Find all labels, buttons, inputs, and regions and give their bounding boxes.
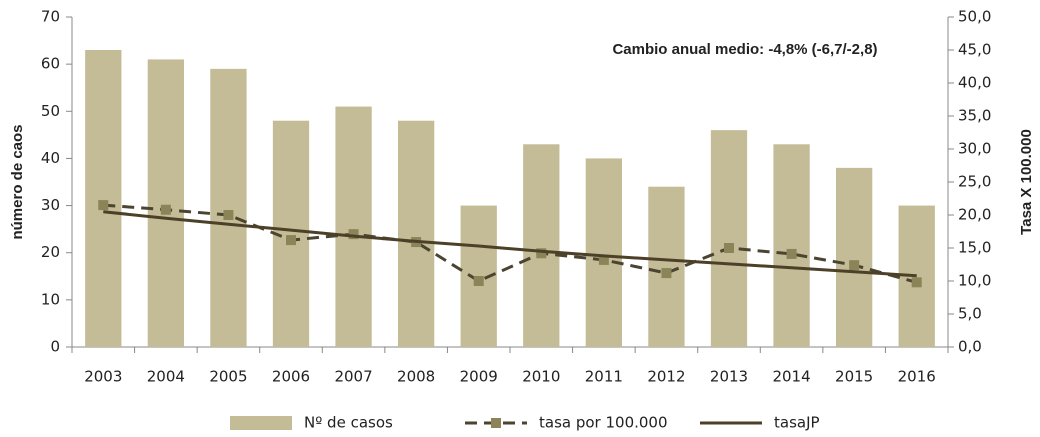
y2-tick-label: 50,0 — [958, 8, 991, 26]
x-tick-label: 2013 — [710, 368, 748, 386]
legend-swatch — [230, 416, 292, 430]
y2-tick-label: 0,0 — [958, 338, 982, 356]
y-tick-label: 20 — [41, 243, 60, 261]
bar — [335, 106, 372, 347]
bar — [210, 68, 247, 347]
y2-axis-label: Tasa X 100.000 — [1018, 129, 1035, 235]
x-tick-label: 2009 — [460, 368, 498, 386]
line — [103, 210, 917, 278]
marker — [160, 204, 171, 215]
x-tick-label: 2012 — [647, 368, 685, 386]
y-axis-label: número de caos — [9, 124, 26, 239]
bar — [523, 144, 560, 347]
bar — [397, 120, 435, 347]
marker — [724, 243, 734, 253]
x-tick-label: 2004 — [147, 368, 185, 386]
legend-label: tasa por 100.000 — [539, 414, 668, 432]
y2-tick-label: 35,0 — [958, 107, 991, 125]
legend-label: Nº de casos — [304, 414, 393, 432]
x-tick-label: 2015 — [835, 368, 873, 386]
marker — [536, 248, 547, 259]
marker — [223, 210, 234, 220]
bar — [710, 130, 748, 347]
bar — [585, 158, 623, 347]
x-tick-label: 2016 — [898, 368, 936, 386]
y2-tick-label: 15,0 — [958, 239, 991, 257]
bar — [147, 59, 185, 348]
y-tick-label: 10 — [41, 290, 60, 308]
bar — [835, 167, 873, 347]
y-tick-label: 30 — [41, 196, 60, 214]
x-tick-label: 2006 — [272, 368, 310, 386]
y-tick-label: 50 — [41, 102, 60, 120]
y2-tick-label: 45,0 — [958, 41, 991, 59]
y2-tick-label: 40,0 — [958, 74, 991, 92]
y2-tick-label: 5,0 — [958, 305, 982, 323]
marker — [598, 254, 609, 265]
y-tick-label: 60 — [41, 55, 60, 73]
marker — [661, 268, 672, 279]
bar — [85, 50, 122, 347]
annotation: Cambio anual medio: -4,8% (-6,7/-2,8) — [612, 41, 877, 58]
y2-tick-label: 10,0 — [958, 272, 991, 290]
y2-tick-label: 25,0 — [958, 173, 991, 191]
y-tick-label: 40 — [41, 149, 60, 167]
marker — [911, 277, 922, 288]
legend-label: tasaJP — [774, 414, 820, 432]
y2-tick-label: 30,0 — [958, 140, 991, 158]
marker — [286, 235, 296, 246]
marker — [786, 248, 797, 259]
marker — [849, 260, 860, 271]
marker — [473, 276, 484, 286]
x-tick-label: 2005 — [209, 368, 247, 386]
x-tick-label: 2011 — [585, 368, 623, 386]
y-tick-label: 70 — [41, 8, 60, 26]
x-tick-label: 2008 — [397, 368, 435, 386]
legend-marker — [491, 418, 501, 428]
marker — [98, 200, 109, 211]
x-tick-label: 2003 — [84, 368, 122, 386]
bar — [648, 186, 685, 347]
y2-tick-label: 20,0 — [958, 206, 991, 224]
line — [103, 203, 918, 284]
y-tick-label: 0 — [50, 338, 60, 356]
x-tick-label: 2014 — [772, 368, 810, 386]
marker — [348, 229, 359, 240]
x-tick-label: 2007 — [334, 368, 372, 386]
x-tick-label: 2010 — [522, 368, 560, 386]
bar — [773, 144, 810, 347]
